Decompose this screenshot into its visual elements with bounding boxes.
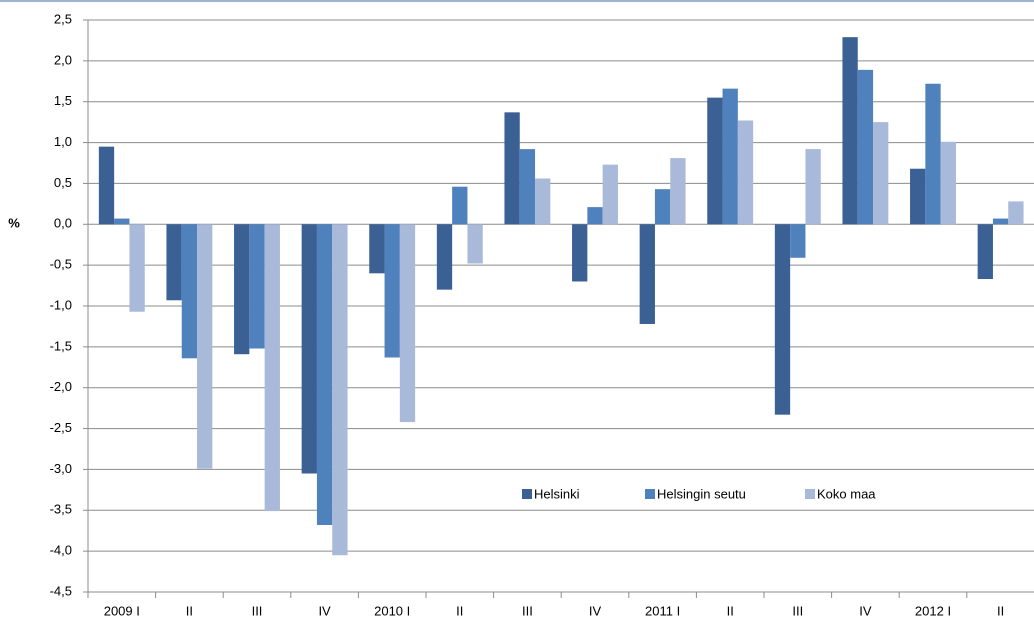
bar: [316, 224, 333, 525]
bar: [587, 207, 603, 225]
bar: [925, 83, 941, 225]
bar: [264, 224, 280, 512]
bar: [737, 120, 754, 225]
x-tick-label: II: [456, 603, 463, 618]
bar: [1008, 201, 1024, 225]
bar: [910, 168, 926, 225]
x-tick-label: III: [792, 603, 803, 618]
y-tick-label: 2,5: [54, 11, 72, 26]
bar: [129, 224, 145, 312]
x-tick-label: IV: [318, 603, 331, 618]
legend-label: Koko maa: [817, 486, 876, 501]
bar: [654, 189, 671, 225]
x-tick-label: III: [522, 603, 533, 618]
y-tick-label: -2,5: [50, 420, 72, 435]
bar: [181, 224, 198, 359]
legend-label: Helsingin seutu: [657, 486, 746, 501]
bar: [249, 224, 265, 349]
bar: [197, 224, 213, 469]
legend-swatch: [645, 489, 655, 499]
y-tick-label: -1,0: [50, 297, 72, 312]
bar: [535, 178, 551, 225]
bar: [467, 224, 483, 264]
bar: [842, 37, 858, 225]
x-tick-label: 2010 I: [374, 603, 410, 618]
bar: [602, 164, 618, 225]
bar: [572, 224, 588, 282]
bar: [639, 224, 655, 324]
x-tick-label: IV: [589, 603, 602, 618]
bar: [670, 158, 686, 225]
x-tick-label: 2009 I: [104, 603, 140, 618]
bar: [369, 224, 385, 274]
x-tick-label: III: [252, 603, 263, 618]
y-tick-label: -4,0: [50, 543, 72, 558]
bar: [301, 224, 317, 474]
x-tick-label: 2011 I: [645, 603, 680, 618]
bar: [452, 186, 468, 225]
y-tick-label: -3,0: [50, 461, 72, 476]
bar: [234, 224, 250, 355]
x-tick-label: II: [727, 603, 734, 618]
bar: [504, 112, 520, 225]
legend-swatch: [805, 489, 815, 499]
bar: [790, 224, 806, 258]
y-tick-label: 1,0: [54, 134, 72, 149]
bar: [399, 224, 416, 423]
bar: [519, 149, 536, 225]
bar: [857, 69, 874, 225]
bar: [332, 224, 348, 556]
bar: [940, 141, 956, 225]
bar: [774, 224, 791, 415]
bar: [707, 97, 723, 225]
bar: [166, 224, 182, 301]
bar: [114, 218, 130, 225]
y-tick-label: -1,5: [50, 338, 72, 353]
bar: [977, 224, 993, 280]
legend-label: Helsinki: [534, 486, 580, 501]
legend-swatch: [522, 489, 532, 499]
x-tick-label: II: [997, 603, 1004, 618]
bar: [98, 146, 115, 225]
y-tick-label: 1,5: [54, 93, 72, 108]
bar: [436, 224, 453, 290]
x-tick-label: IV: [859, 603, 872, 618]
y-tick-label: -3,5: [50, 502, 72, 517]
bar: [992, 218, 1009, 225]
bar: [805, 149, 821, 225]
bar: [384, 224, 400, 358]
y-tick-label: -2,0: [50, 379, 72, 394]
y-tick-label: 2,0: [54, 52, 72, 67]
y-tick-label: 0,5: [54, 175, 72, 190]
bar: [873, 122, 889, 225]
y-axis-label: %: [8, 215, 20, 230]
x-tick-label: 2012 I: [915, 603, 951, 618]
x-tick-label: II: [186, 603, 193, 618]
y-tick-label: -4,5: [50, 583, 72, 598]
bar: [722, 88, 738, 225]
y-tick-label: 0,0: [54, 216, 72, 231]
y-tick-label: -0,5: [50, 257, 72, 272]
